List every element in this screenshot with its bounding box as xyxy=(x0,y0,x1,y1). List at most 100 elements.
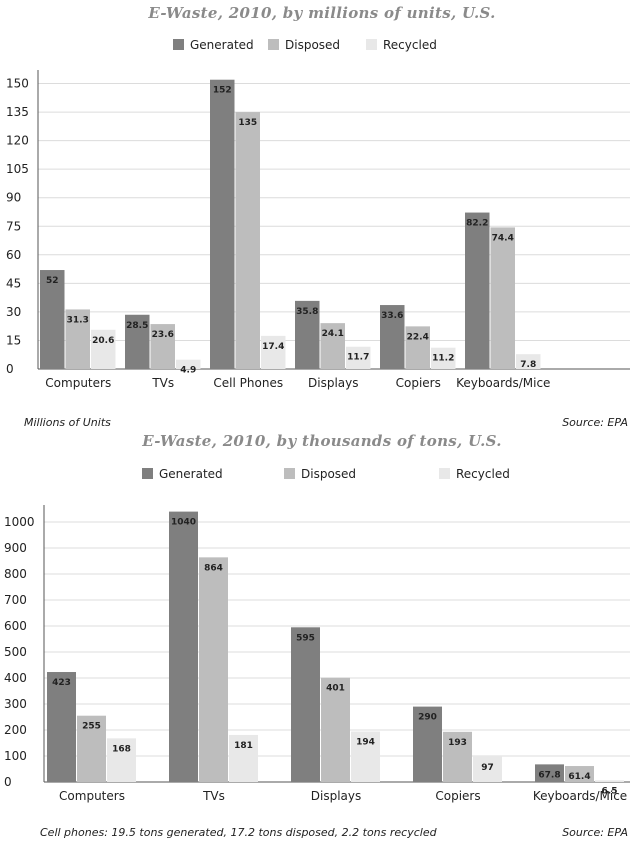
legend-label-disposed: Disposed xyxy=(285,38,340,52)
bar-tvs-recycled xyxy=(176,359,201,369)
x-category-label: Computers xyxy=(59,789,125,803)
x-category-label: Cell Phones xyxy=(213,376,283,390)
data-label: 7.8 xyxy=(520,360,536,370)
y-tick-label: 30 xyxy=(6,305,21,319)
data-label: 31.3 xyxy=(67,315,89,325)
bar-displays-generated xyxy=(295,300,320,369)
bar-keyboards-mice-disposed xyxy=(490,227,515,369)
data-label: 864 xyxy=(204,563,223,573)
bar-copiers-generated xyxy=(413,706,442,782)
legend-swatch-generated xyxy=(142,468,153,479)
x-category-label: TVs xyxy=(202,789,225,803)
data-label: 181 xyxy=(234,741,253,751)
data-label: 193 xyxy=(448,738,467,748)
data-label: 1040 xyxy=(171,518,196,528)
y-tick-label: 60 xyxy=(6,248,21,262)
source-note: Source: EPA xyxy=(562,826,628,839)
bar-computers-disposed xyxy=(65,309,90,369)
bar-tvs-disposed xyxy=(150,324,175,369)
bar-tvs-generated xyxy=(125,314,150,369)
x-category-label: Displays xyxy=(308,376,358,390)
legend-swatch-generated xyxy=(173,39,184,50)
y-tick-label: 90 xyxy=(6,191,21,205)
x-category-label: Computers xyxy=(45,376,111,390)
data-label: 423 xyxy=(52,678,71,688)
chart-units: E-Waste, 2010, by millions of units, U.S… xyxy=(6,4,630,429)
bar-keyboards-mice-generated xyxy=(535,764,564,782)
y-tick-label: 100 xyxy=(4,749,27,763)
bar-displays-recycled xyxy=(351,731,380,782)
bar-displays-disposed xyxy=(321,677,350,782)
bar-copiers-generated xyxy=(380,305,405,369)
bar-cell-phones-generated xyxy=(210,79,235,369)
data-label: 194 xyxy=(356,738,375,748)
data-label: 61.4 xyxy=(568,772,590,782)
bar-keyboards-mice-disposed xyxy=(565,766,594,782)
bar-tvs-disposed xyxy=(199,557,228,782)
data-label: 97 xyxy=(481,763,494,773)
data-label: 24.1 xyxy=(322,329,344,339)
footer-note: Cell phones: 19.5 tons generated, 17.2 t… xyxy=(40,826,437,839)
y-tick-label: 75 xyxy=(6,219,21,233)
y-tick-label: 900 xyxy=(4,541,27,555)
data-label: 290 xyxy=(418,713,437,723)
x-category-label: TVs xyxy=(151,376,174,390)
data-label: 35.8 xyxy=(296,307,318,317)
data-label: 52 xyxy=(46,276,59,286)
y-tick-label: 15 xyxy=(6,333,21,347)
legend-label-generated: Generated xyxy=(190,38,254,52)
legend-swatch-recycled xyxy=(439,468,450,479)
data-label: 20.6 xyxy=(92,336,114,346)
data-label: 4.9 xyxy=(180,366,196,376)
chart-title: E-Waste, 2010, by thousands of tons, U.S… xyxy=(142,432,502,450)
y-tick-label: 135 xyxy=(6,105,29,119)
chart-tons: E-Waste, 2010, by thousands of tons, U.S… xyxy=(0,428,644,855)
y-tick-label: 400 xyxy=(4,671,27,685)
x-category-label: Copiers xyxy=(396,376,441,390)
bar-copiers-disposed xyxy=(443,731,472,782)
data-label: 23.6 xyxy=(152,330,174,340)
legend-label-disposed: Disposed xyxy=(301,467,356,481)
data-label: 74.4 xyxy=(492,233,514,243)
bar-displays-generated xyxy=(291,627,320,782)
data-label: 28.5 xyxy=(126,321,148,331)
bar-tvs-generated xyxy=(169,511,198,782)
legend-label-generated: Generated xyxy=(159,467,223,481)
legend-label-recycled: Recycled xyxy=(383,38,437,52)
bar-copiers-recycled xyxy=(431,347,456,369)
bar-tvs-recycled xyxy=(229,734,258,782)
y-tick-label: 300 xyxy=(4,697,27,711)
bar-displays-disposed xyxy=(320,323,345,369)
data-label: 595 xyxy=(296,633,315,643)
data-label: 82.2 xyxy=(466,219,488,229)
bar-displays-recycled xyxy=(346,346,371,369)
x-category-label: Keyboards/Mice xyxy=(456,376,550,390)
bar-keyboards-mice-recycled xyxy=(516,354,541,369)
data-label: 168 xyxy=(112,744,131,754)
data-label: 33.6 xyxy=(381,311,403,321)
data-label: 11.7 xyxy=(347,353,369,363)
bar-cell-phones-disposed xyxy=(235,112,260,369)
data-label: 17.4 xyxy=(262,342,284,352)
legend-swatch-disposed xyxy=(284,468,295,479)
bar-copiers-disposed xyxy=(405,326,430,369)
data-label: 6.5 xyxy=(602,786,618,796)
data-label: 22.4 xyxy=(407,332,429,342)
bar-computers-recycled xyxy=(91,329,116,369)
y-tick-label: 150 xyxy=(6,77,29,91)
bar-computers-recycled xyxy=(107,738,136,782)
x-category-label: Keyboards/Mice xyxy=(533,789,627,803)
y-tick-label: 800 xyxy=(4,567,27,581)
bar-keyboards-mice-recycled xyxy=(595,780,624,782)
data-label: 67.8 xyxy=(538,770,560,780)
x-category-label: Copiers xyxy=(435,789,480,803)
bar-keyboards-mice-generated xyxy=(465,212,490,369)
bar-computers-disposed xyxy=(77,715,106,782)
bar-cell-phones-recycled xyxy=(261,335,286,369)
bar-computers-generated xyxy=(40,270,65,369)
y-tick-label: 120 xyxy=(6,134,29,148)
data-label: 11.2 xyxy=(432,354,454,364)
bar-computers-generated xyxy=(47,672,76,782)
y-tick-label: 45 xyxy=(6,276,21,290)
y-tick-label: 0 xyxy=(6,362,14,376)
